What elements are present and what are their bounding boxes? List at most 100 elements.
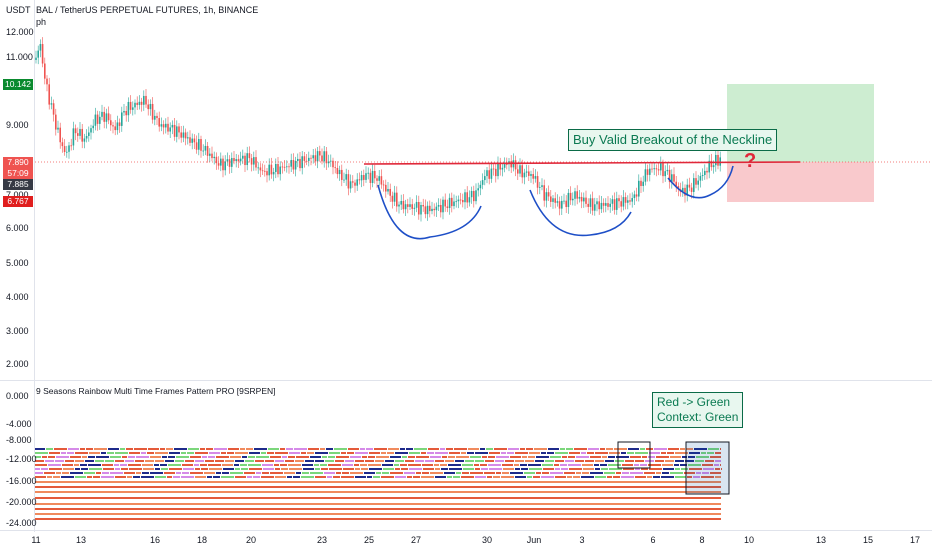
rainbow-segment bbox=[81, 468, 88, 470]
candle-body bbox=[649, 168, 651, 175]
rainbow-segment bbox=[289, 452, 300, 454]
candle-body bbox=[488, 170, 490, 179]
rainbow-segment bbox=[453, 476, 460, 478]
rainbow-segment bbox=[649, 452, 660, 454]
rainbow-segment bbox=[696, 456, 709, 458]
rainbow-segment bbox=[448, 456, 455, 458]
candle-body bbox=[187, 137, 189, 139]
candle-body bbox=[567, 192, 570, 208]
candle-body bbox=[627, 200, 629, 203]
rainbow-segment bbox=[514, 464, 519, 466]
rainbow-segment bbox=[328, 456, 335, 458]
rainbow-segment bbox=[105, 460, 114, 462]
rainbow-segment bbox=[574, 448, 587, 450]
candle-body bbox=[426, 205, 429, 215]
rainbow-segment bbox=[590, 456, 601, 458]
rainbow-segment bbox=[409, 468, 422, 470]
rainbow-segment bbox=[510, 456, 521, 458]
rainbow-segment bbox=[640, 448, 645, 450]
date-label: 16 bbox=[149, 535, 161, 545]
candle-body bbox=[380, 176, 383, 185]
candle-body bbox=[184, 132, 187, 139]
rainbow-segment bbox=[275, 468, 280, 470]
rainbow-segment bbox=[35, 476, 46, 478]
rainbow-segment bbox=[422, 464, 433, 466]
rainbow-segment bbox=[640, 464, 647, 466]
study-legend[interactable]: ph bbox=[36, 17, 47, 27]
rainbow-segment bbox=[515, 452, 528, 454]
candle-body bbox=[448, 197, 451, 209]
rainbow-segment bbox=[169, 452, 180, 454]
rainbow-segment bbox=[93, 476, 100, 478]
candle-body bbox=[292, 159, 295, 170]
rainbow-segment bbox=[625, 460, 634, 462]
rainbow-segment bbox=[364, 472, 375, 474]
candle-body bbox=[358, 179, 361, 181]
rainbow-segment bbox=[376, 456, 389, 458]
rainbow-segment bbox=[685, 460, 694, 462]
rainbow-segment bbox=[400, 464, 407, 466]
candle-body bbox=[83, 138, 86, 142]
candle-body bbox=[486, 170, 488, 177]
rainbow-segment bbox=[262, 472, 269, 474]
question-mark[interactable]: ? bbox=[744, 150, 757, 172]
rainbow-segment bbox=[521, 468, 528, 470]
candle-body bbox=[145, 95, 147, 105]
rainbow-segment bbox=[35, 513, 721, 515]
rainbow-segment bbox=[35, 456, 41, 458]
rainbow-segment bbox=[88, 456, 95, 458]
rainbow-segment bbox=[533, 476, 540, 478]
candle-body bbox=[363, 175, 365, 180]
rainbow-segment bbox=[564, 472, 575, 474]
rainbow-segment bbox=[582, 464, 593, 466]
rainbow-segment bbox=[135, 460, 144, 462]
rainbow-segment bbox=[35, 481, 721, 483]
indicator-title[interactable]: 9 Seasons Rainbow Multi Time Frames Patt… bbox=[36, 386, 276, 396]
rainbow-segment bbox=[581, 452, 586, 454]
rainbow-segment bbox=[204, 472, 215, 474]
context-annotation[interactable]: Red -> Green Context: Green bbox=[652, 392, 744, 428]
candle-body bbox=[169, 127, 171, 132]
date-label: 18 bbox=[196, 535, 208, 545]
rainbow-segment bbox=[587, 452, 594, 454]
rainbow-segment bbox=[270, 456, 281, 458]
candle-body bbox=[642, 181, 644, 187]
candle-body bbox=[171, 124, 174, 128]
pane-separator[interactable] bbox=[0, 380, 932, 381]
rainbow-segment bbox=[682, 456, 687, 458]
rainbow-segment bbox=[296, 472, 301, 474]
rainbow-segment bbox=[275, 452, 288, 454]
rainbow-segment bbox=[35, 491, 721, 493]
candle-body bbox=[462, 200, 464, 203]
candle-body bbox=[387, 188, 389, 192]
candle-body bbox=[217, 163, 220, 166]
rainbow-segment bbox=[275, 460, 284, 462]
stop-zone bbox=[727, 162, 874, 202]
symbol-title[interactable]: BAL / TetherUS PERPETUAL FUTURES, 1h, BI… bbox=[36, 5, 259, 15]
candle-body bbox=[116, 122, 119, 131]
breakout-annotation[interactable]: Buy Valid Breakout of the Neckline bbox=[568, 129, 778, 151]
candle-body bbox=[266, 171, 268, 176]
rainbow-segment bbox=[542, 464, 553, 466]
rainbow-segment bbox=[181, 452, 186, 454]
rainbow-segment bbox=[155, 476, 166, 478]
rainbow-segment bbox=[145, 460, 154, 462]
rainbow-segment bbox=[569, 452, 580, 454]
rainbow-segment bbox=[310, 456, 321, 458]
rainbow-segment bbox=[534, 448, 547, 450]
candle-body bbox=[545, 192, 548, 201]
rainbow-segment bbox=[493, 476, 500, 478]
rainbow-segment bbox=[543, 468, 554, 470]
rainbow-segment bbox=[405, 460, 414, 462]
rainbow-segment bbox=[261, 452, 266, 454]
candle-body bbox=[497, 163, 499, 177]
rainbow-segment bbox=[321, 468, 328, 470]
candle-body bbox=[638, 180, 640, 197]
rainbow-segment bbox=[225, 460, 234, 462]
rainbow-segment bbox=[715, 468, 720, 470]
candle-body bbox=[134, 102, 136, 108]
candle-body bbox=[85, 136, 88, 139]
rainbow-segment bbox=[435, 476, 446, 478]
candle-body bbox=[574, 191, 576, 199]
